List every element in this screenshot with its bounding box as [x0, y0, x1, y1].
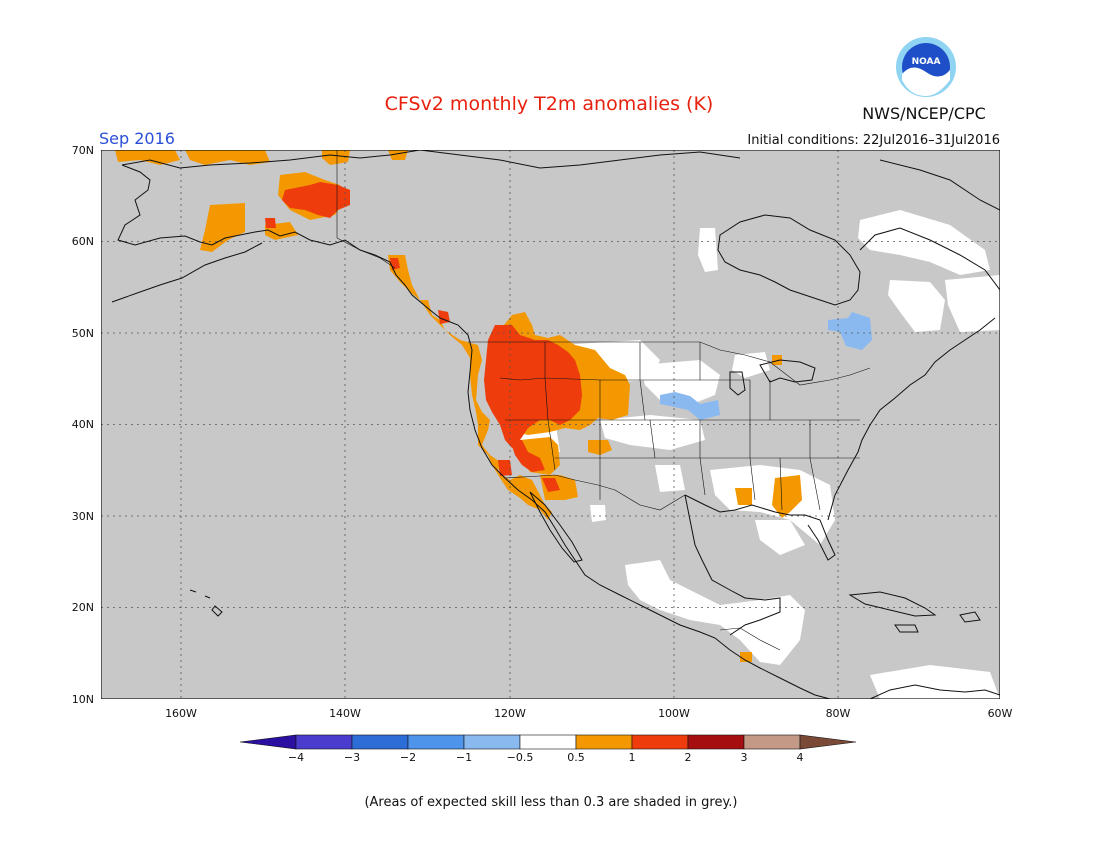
- colorbar-arrow-low: [239, 734, 297, 750]
- cool-anomaly-patches: [660, 312, 872, 420]
- colorbar-swatch: [519, 734, 577, 750]
- coastlines: [111, 150, 1000, 699]
- lat-label-60n: 60N: [72, 235, 94, 248]
- map-graticule: [101, 150, 1000, 699]
- noaa-logo-text: NOAA: [912, 57, 941, 67]
- lon-label-60w: 60W: [988, 707, 1013, 720]
- noaa-logo: NOAA: [896, 37, 956, 97]
- colorbar-tick-label: −0.5: [507, 751, 534, 764]
- colorbar-tick-label: 3: [741, 751, 748, 764]
- longitude-labels: 160W 140W 120W 100W 80W 60W: [165, 707, 1012, 720]
- colorbar-swatch: [631, 734, 689, 750]
- colorbar-swatch: [687, 734, 745, 750]
- colorbar-swatch: [295, 734, 353, 750]
- political-borders: [336, 150, 871, 651]
- colorbar-tick-label: 4: [797, 751, 804, 764]
- lat-label-10n: 10N: [72, 693, 94, 706]
- colorbar-tick-label: 2: [685, 751, 692, 764]
- colorbar-swatch: [351, 734, 409, 750]
- colorbar-tick-label: −4: [288, 751, 304, 764]
- lat-label-70n: 70N: [72, 144, 94, 157]
- latitude-labels: 70N 60N 50N 40N 30N 20N 10N: [72, 144, 94, 706]
- colorbar-swatch: [407, 734, 465, 750]
- colorbar-arrow-high: [799, 734, 857, 750]
- lon-label-120w: 120W: [494, 707, 526, 720]
- chart-title: CFSv2 monthly T2m anomalies (K): [385, 93, 714, 115]
- lat-label-30n: 30N: [72, 510, 94, 523]
- colorbar-tick-label: −1: [456, 751, 472, 764]
- lon-label-160w: 160W: [165, 707, 197, 720]
- agency-label: NWS/NCEP/CPC: [862, 104, 986, 123]
- lon-label-100w: 100W: [658, 707, 690, 720]
- colorbar-tick-label: 0.5: [567, 751, 585, 764]
- lon-label-140w: 140W: [329, 707, 361, 720]
- lat-label-50n: 50N: [72, 327, 94, 340]
- forecast-period: Sep 2016: [99, 129, 175, 148]
- colorbar-tick-label: −3: [344, 751, 360, 764]
- colorbar-tick-label: 1: [629, 751, 636, 764]
- initial-conditions: Initial conditions: 22Jul2016–31Jul2016: [747, 133, 1000, 148]
- skill-footnote: (Areas of expected skill less than 0.3 a…: [364, 795, 737, 810]
- colorbar-legend: −4 −3 −2 −1 −0.5 0.5 1 2 3 4: [239, 734, 857, 764]
- lat-label-20n: 20N: [72, 601, 94, 614]
- colorbar-swatch: [463, 734, 521, 750]
- colorbar-swatch: [743, 734, 801, 750]
- lat-label-40n: 40N: [72, 418, 94, 431]
- colorbar-tick-label: −2: [400, 751, 416, 764]
- colorbar-swatch: [575, 734, 633, 750]
- lon-label-80w: 80W: [826, 707, 851, 720]
